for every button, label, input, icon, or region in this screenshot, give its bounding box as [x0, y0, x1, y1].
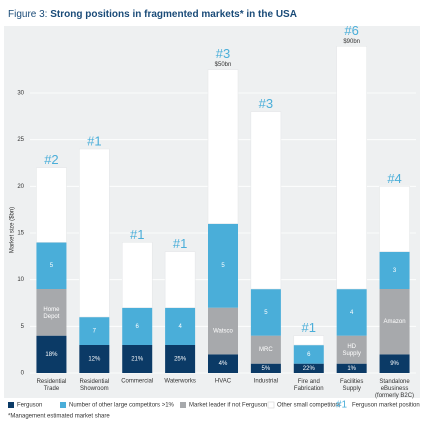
- y-tick-label: 10: [17, 277, 24, 283]
- y-tick-label: 30: [17, 91, 24, 97]
- bar-segment: [250, 335, 281, 364]
- bar-segment: [379, 354, 410, 373]
- segment-label: 6: [136, 324, 140, 330]
- bar-segment: [122, 307, 153, 345]
- x-tick-label: HVAC: [215, 379, 232, 385]
- legend-swatch: [180, 402, 186, 408]
- x-tick-label: Fire and Fabrication: [294, 379, 324, 392]
- title-main: Strong positions in fragmented markets* …: [50, 9, 297, 20]
- chart-title: Figure 3: Strong positions in fragmented…: [8, 9, 297, 20]
- bar-segment: [121, 242, 153, 308]
- segment-label: HD Supply: [342, 344, 360, 357]
- legend-position-symbol: #1: [336, 400, 348, 411]
- bar-segment: [36, 335, 67, 373]
- segment-label: 4: [178, 324, 182, 330]
- legend-label: Other small competitors: [277, 403, 340, 409]
- x-tick-label: Facilities Supply: [340, 379, 363, 392]
- position-label: #1: [302, 320, 316, 335]
- x-tick-label: Standalone eBusiness (formerly B2C): [375, 379, 414, 399]
- bar-segment: [36, 289, 67, 336]
- x-tick-label: Residential Showroom: [79, 379, 109, 392]
- bar-segment: [336, 289, 367, 336]
- bar-segment: [165, 345, 196, 373]
- y-tick-label: 5: [21, 324, 25, 330]
- bar-segment: [208, 223, 238, 308]
- bar-segment: [379, 251, 410, 289]
- y-axis-label: Market size ($bn): [10, 207, 16, 253]
- legend-position-text: Ferguson market position: [352, 403, 420, 409]
- segment-label: 18%: [45, 352, 58, 358]
- segment-label: 1%: [347, 366, 356, 372]
- y-tick-label: 0: [21, 371, 25, 377]
- position-label: #3: [259, 96, 273, 111]
- segment-label: 21%: [131, 357, 144, 363]
- footnote: *Management estimated market share: [8, 414, 110, 420]
- position-label: #4: [387, 171, 401, 186]
- segment-label: Home Depot: [43, 306, 60, 319]
- position-label: #2: [44, 152, 58, 167]
- position-label: #1: [173, 236, 187, 251]
- x-tick-label: Commercial: [121, 379, 153, 385]
- bar-segment: [207, 69, 239, 224]
- bar-segment: [79, 148, 110, 318]
- position-label: #1: [87, 133, 101, 148]
- position-label: #1: [130, 227, 144, 242]
- x-tick-label: Industrial: [254, 379, 278, 385]
- bar-segment: [36, 242, 67, 289]
- x-tick-label: Residential Trade: [37, 379, 67, 392]
- bar-segment: [36, 167, 67, 243]
- legend-label: Market leader if not Ferguson: [189, 403, 267, 409]
- bar-segment: [79, 317, 110, 345]
- legend-swatch: [267, 401, 275, 409]
- segment-label: 4: [350, 310, 354, 316]
- segment-label: 4%: [219, 361, 228, 367]
- legend-label: Number of other large competitors >1%: [69, 403, 175, 409]
- bar-segment: [208, 307, 238, 355]
- legend-label: Ferguson: [17, 403, 42, 409]
- segment-label: 25%: [174, 357, 187, 363]
- position-label: #3: [216, 46, 230, 61]
- bar-segment: [293, 363, 324, 373]
- size-note: $90bn: [343, 39, 360, 45]
- segment-label: 9%: [390, 361, 399, 367]
- bar-segment: [336, 335, 367, 364]
- legend-swatch: [60, 402, 66, 408]
- x-tick-label: Waterworks: [164, 379, 195, 385]
- bar-segment: [79, 345, 110, 373]
- bar-segment: [165, 307, 196, 345]
- bar-segment: [336, 363, 367, 373]
- bar-segment: [122, 345, 153, 373]
- y-tick-label: 25: [17, 137, 24, 143]
- bar-segment: [293, 345, 324, 364]
- segment-label: 12%: [88, 357, 101, 363]
- segment-label: 7: [93, 329, 97, 335]
- bar-segment: [164, 251, 196, 308]
- title-prefix: Figure 3:: [8, 9, 50, 20]
- segment-label: 5: [221, 263, 225, 269]
- size-note: $50bn: [215, 62, 232, 68]
- segment-label: 5: [264, 310, 268, 316]
- bar-segment: [250, 111, 282, 290]
- segment-label: Amazon: [384, 319, 406, 325]
- segment-label: 5: [50, 263, 54, 269]
- segment-label: MRC: [259, 347, 273, 353]
- y-tick-label: 15: [17, 231, 24, 237]
- bar-segment: [250, 289, 281, 336]
- bar-segment: [336, 46, 367, 290]
- segment-label: 5%: [262, 366, 271, 372]
- segment-label: 22%: [303, 366, 316, 372]
- bar-segment: [250, 363, 281, 373]
- segment-label: Watsco: [213, 329, 233, 335]
- position-label: #6: [344, 23, 358, 38]
- segment-label: 3: [393, 268, 397, 274]
- bar-segment: [379, 289, 410, 355]
- y-tick-label: 20: [17, 184, 24, 190]
- bar-segment: [208, 354, 238, 373]
- bar-segment: [293, 335, 325, 346]
- bar-segment: [379, 186, 410, 252]
- segment-label: 6: [307, 352, 311, 358]
- legend-swatch: [8, 402, 14, 408]
